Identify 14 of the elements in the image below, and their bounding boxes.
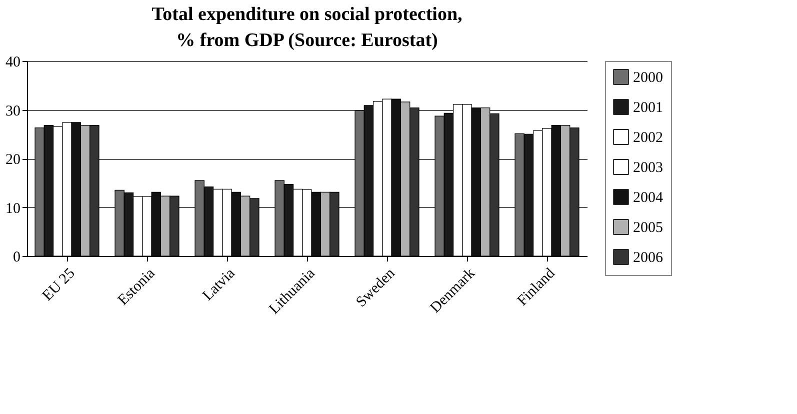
- legend-label: 2001: [633, 100, 663, 116]
- y-tick-label: 30: [6, 103, 20, 120]
- legend-label: 2004: [633, 190, 664, 206]
- x-tick-label: EU 25: [40, 266, 78, 304]
- y-tick-label: 10: [6, 200, 20, 217]
- y-tick-label: 20: [6, 152, 20, 168]
- legend-label: 2005: [633, 220, 663, 236]
- legend-label: 2003: [633, 160, 663, 176]
- legend-label: 2006: [633, 250, 664, 266]
- legend-label: 2002: [633, 130, 663, 146]
- legend-label: 2000: [633, 70, 663, 86]
- y-tick-label: 40: [6, 54, 20, 70]
- chart-title: Total expenditure on social protection, % from GDP (Source: Eurostat): [152, 4, 463, 51]
- y-tick-label: 0: [13, 250, 20, 266]
